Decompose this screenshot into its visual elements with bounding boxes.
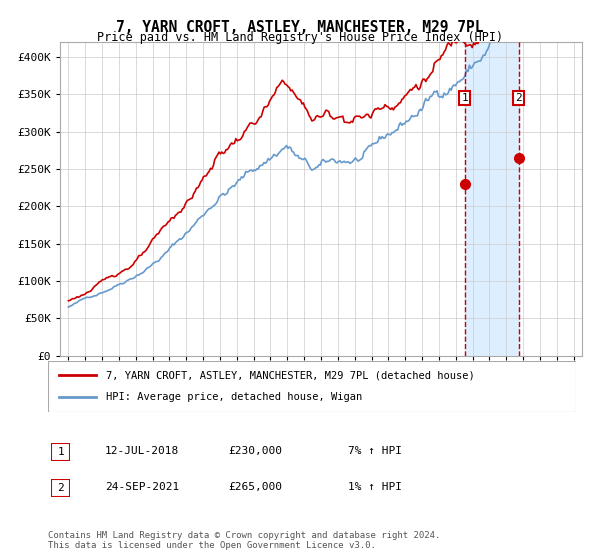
Text: 12-JUL-2018: 12-JUL-2018 bbox=[105, 446, 179, 456]
Text: 2: 2 bbox=[515, 93, 522, 103]
Text: 1: 1 bbox=[461, 93, 468, 103]
FancyBboxPatch shape bbox=[51, 443, 70, 461]
Bar bbox=[464, 42, 518, 356]
Text: £265,000: £265,000 bbox=[228, 482, 282, 492]
Text: 2: 2 bbox=[57, 483, 64, 493]
Text: HPI: Average price, detached house, Wigan: HPI: Average price, detached house, Wiga… bbox=[106, 393, 362, 403]
Text: 1% ↑ HPI: 1% ↑ HPI bbox=[348, 482, 402, 492]
Text: £230,000: £230,000 bbox=[228, 446, 282, 456]
Text: 7% ↑ HPI: 7% ↑ HPI bbox=[348, 446, 402, 456]
Text: 24-SEP-2021: 24-SEP-2021 bbox=[105, 482, 179, 492]
Text: Price paid vs. HM Land Registry's House Price Index (HPI): Price paid vs. HM Land Registry's House … bbox=[97, 31, 503, 44]
Text: 1: 1 bbox=[57, 447, 64, 457]
FancyBboxPatch shape bbox=[48, 361, 576, 412]
FancyBboxPatch shape bbox=[51, 479, 70, 497]
Text: 7, YARN CROFT, ASTLEY, MANCHESTER, M29 7PL: 7, YARN CROFT, ASTLEY, MANCHESTER, M29 7… bbox=[116, 20, 484, 35]
Text: 7, YARN CROFT, ASTLEY, MANCHESTER, M29 7PL (detached house): 7, YARN CROFT, ASTLEY, MANCHESTER, M29 7… bbox=[106, 370, 475, 380]
Text: Contains HM Land Registry data © Crown copyright and database right 2024.
This d: Contains HM Land Registry data © Crown c… bbox=[48, 530, 440, 550]
